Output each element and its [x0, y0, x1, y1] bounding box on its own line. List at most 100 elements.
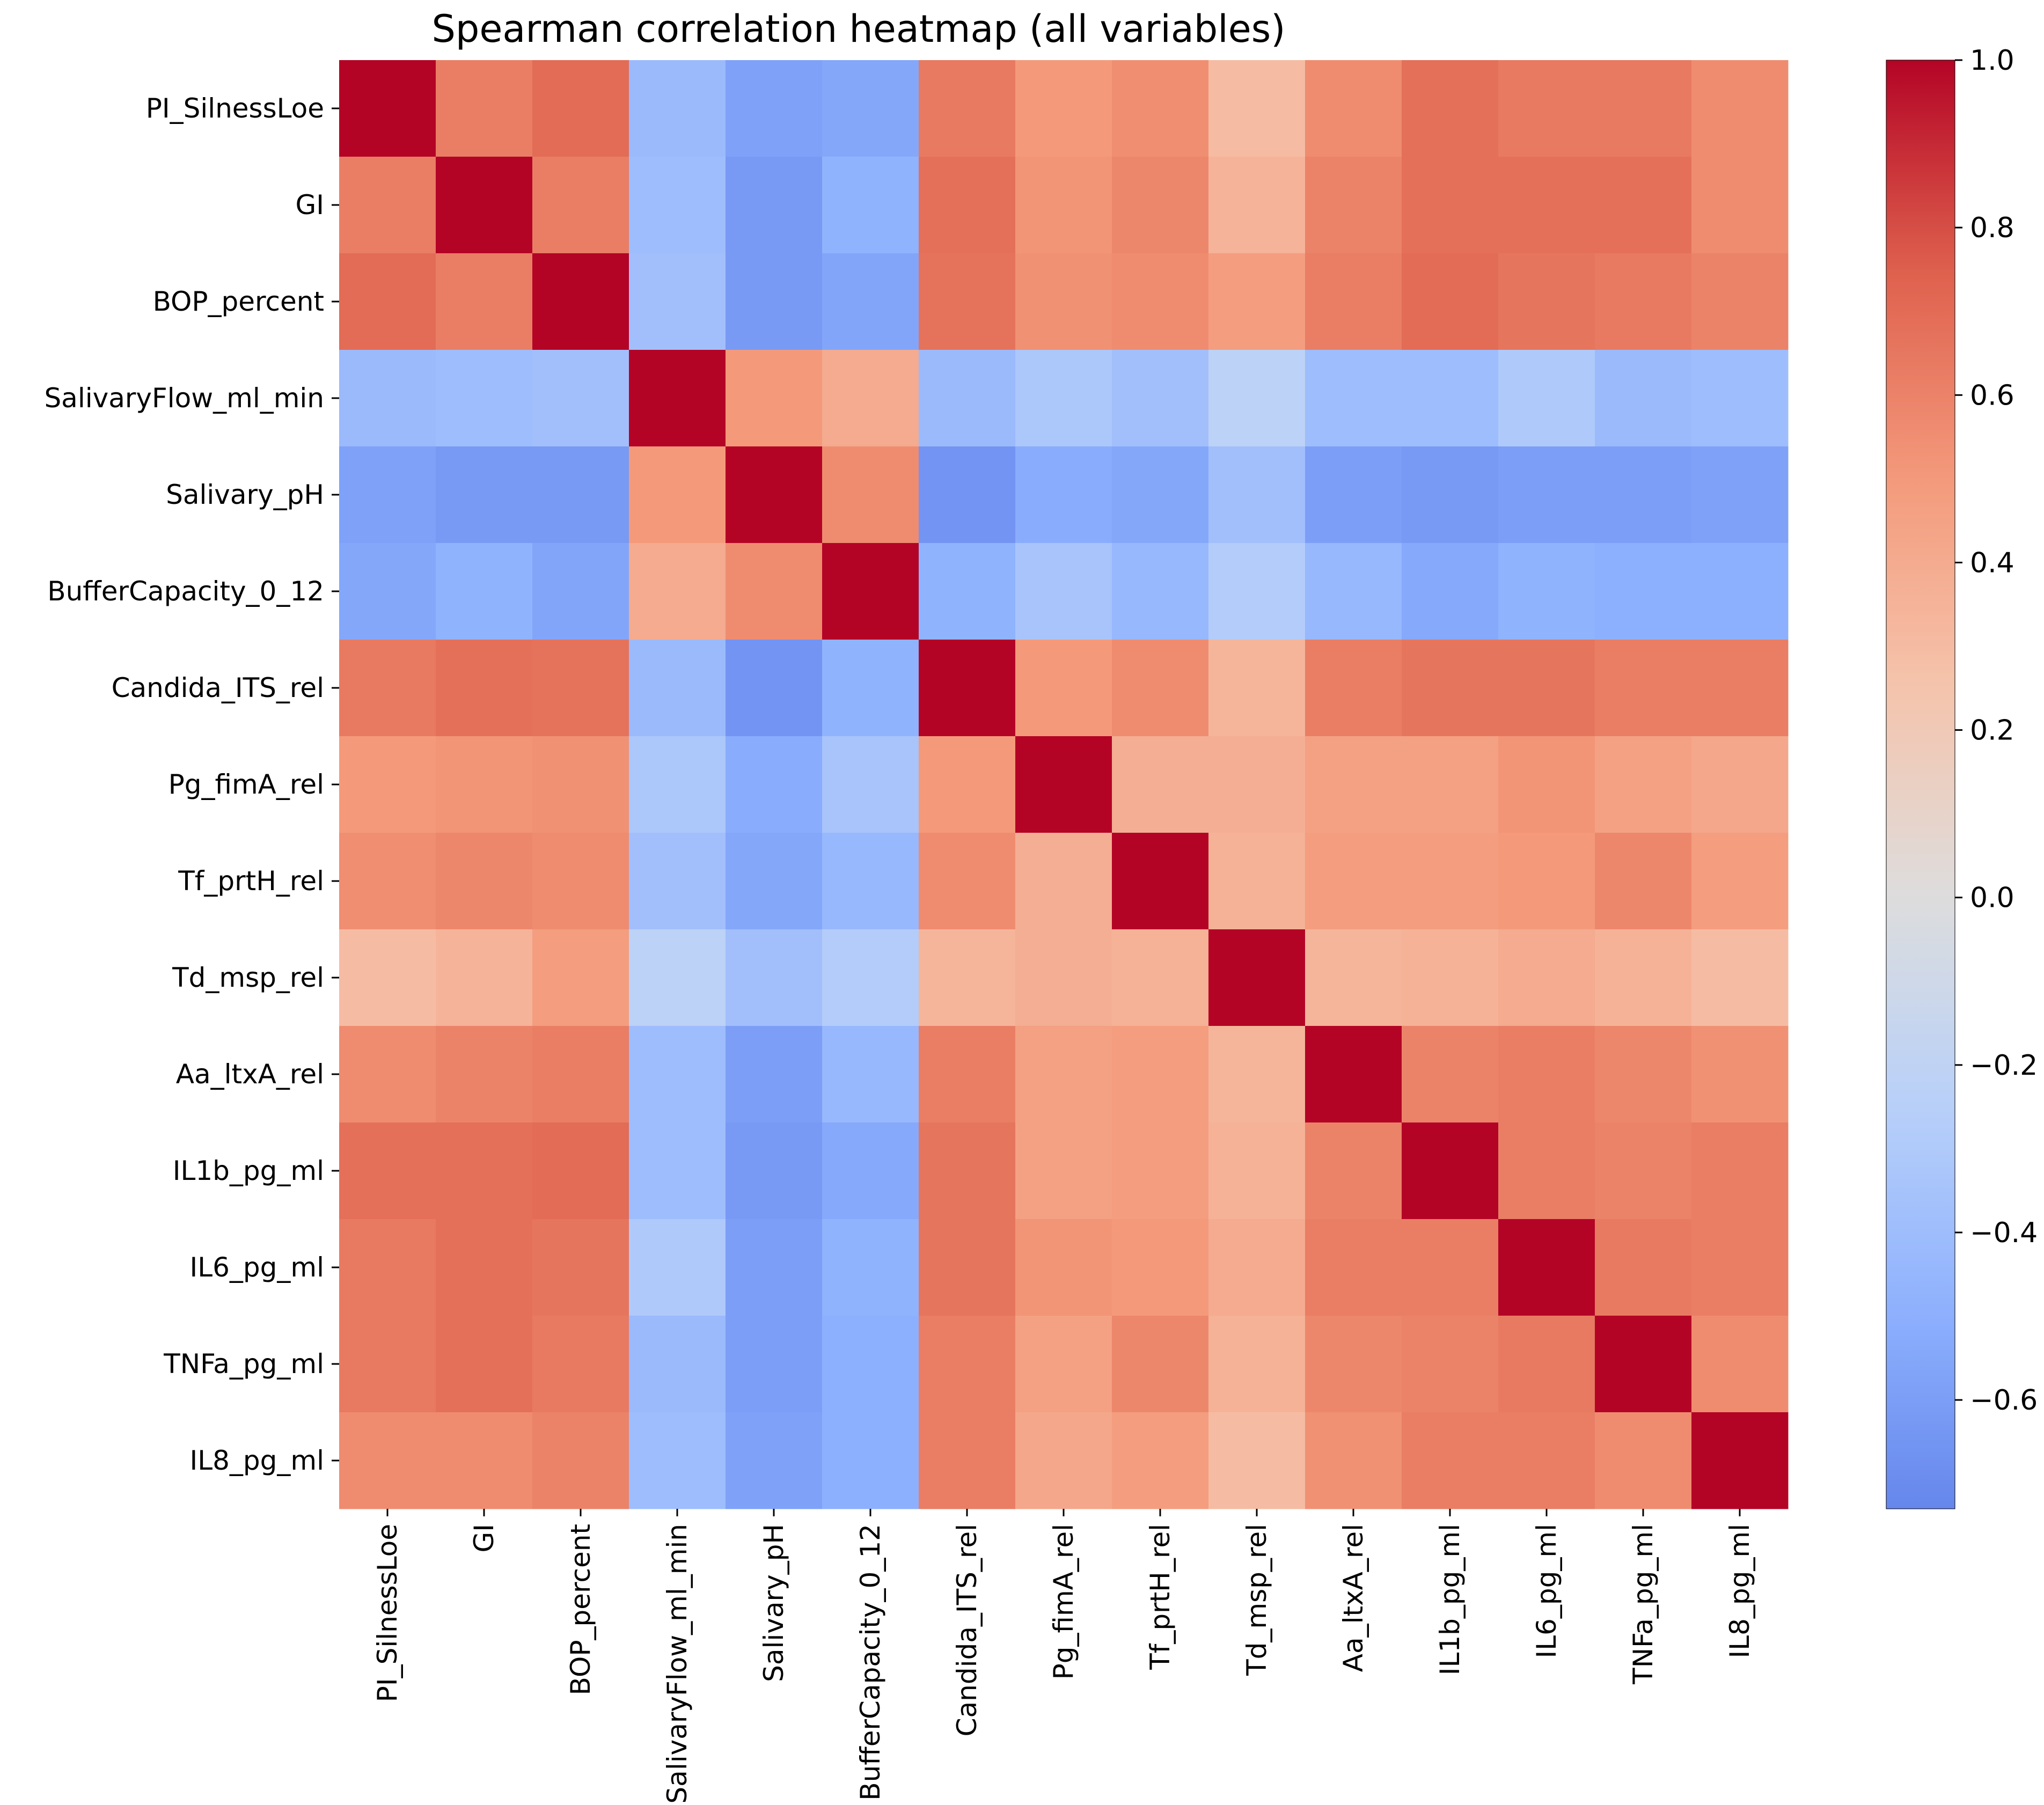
y-tick-label: Pg_fimA_rel [168, 769, 324, 800]
heatmap-cell [339, 543, 436, 640]
heatmap-cell [1015, 446, 1112, 544]
x-tick-label: Aa_ltxA_rel [1338, 1524, 1369, 1672]
colorbar-tick-label: 0.8 [1970, 212, 2014, 244]
y-tick-label: Candida_ITS_rel [112, 672, 324, 703]
heatmap-cell [1402, 929, 1499, 1026]
heatmap-cell [1691, 157, 1789, 254]
heatmap-cell [1305, 1219, 1402, 1316]
heatmap-cell [629, 60, 726, 157]
heatmap-cell [436, 60, 533, 157]
heatmap-cell [1305, 833, 1402, 930]
heatmap-cell [919, 350, 1016, 447]
heatmap-cell [822, 640, 919, 737]
y-tick-label: TNFa_pg_ml [163, 1348, 324, 1380]
heatmap-cell [1208, 736, 1306, 833]
heatmap-cell [1691, 640, 1789, 737]
heatmap-cell [436, 929, 533, 1026]
heatmap-cell [436, 446, 533, 544]
heatmap-cell [822, 157, 919, 254]
heatmap-cell [436, 833, 533, 930]
heatmap-cell [1305, 640, 1402, 737]
heatmap-cell [726, 1122, 823, 1220]
colorbar-tick-label: −0.4 [1970, 1217, 2038, 1249]
heatmap-cell [1208, 929, 1306, 1026]
heatmap-cell [1498, 640, 1595, 737]
heatmap-cell [1402, 253, 1499, 350]
heatmap-cell [1305, 1026, 1402, 1123]
heatmap-cell [532, 929, 629, 1026]
heatmap-cell [1498, 253, 1595, 350]
heatmap-cell [1208, 1219, 1306, 1316]
heatmap-cell [1112, 253, 1209, 350]
heatmap-cell [629, 157, 726, 254]
colorbar-tick-label: 0.2 [1970, 715, 2014, 747]
heatmap-cell [726, 157, 823, 254]
heatmap-cell [1305, 929, 1402, 1026]
y-tick-label: Tf_prtH_rel [178, 865, 324, 897]
heatmap-cell [436, 640, 533, 737]
heatmap-cell [532, 157, 629, 254]
heatmap-cell [919, 1412, 1016, 1509]
heatmap-cell [1498, 833, 1595, 930]
heatmap-cell [1112, 736, 1209, 833]
heatmap-cell [1015, 543, 1112, 640]
heatmap-cell [339, 1219, 436, 1316]
heatmap-cell [1208, 253, 1306, 350]
heatmap-cell [726, 833, 823, 930]
heatmap-cell [629, 253, 726, 350]
heatmap-cell [1112, 640, 1209, 737]
heatmap-cell [1112, 543, 1209, 640]
heatmap-cell [436, 157, 533, 254]
heatmap-cell [1691, 446, 1789, 544]
heatmap-cell [339, 1316, 436, 1413]
heatmap-cell [1498, 929, 1595, 1026]
chart-title: Spearman correlation heatmap (all variab… [432, 7, 1286, 51]
heatmap-cell [919, 1122, 1016, 1220]
heatmap-cell [532, 60, 629, 157]
colorbar-gradient [1886, 60, 1955, 1509]
heatmap-cell [436, 736, 533, 833]
heatmap-cell [1402, 60, 1499, 157]
heatmap-cell [1691, 1026, 1789, 1123]
heatmap-cell [1112, 833, 1209, 930]
heatmap-cell [1498, 1219, 1595, 1316]
heatmap-cell [1402, 640, 1499, 737]
heatmap-cell [1112, 1122, 1209, 1220]
heatmap-cell [726, 350, 823, 447]
heatmap-cell [1305, 1316, 1402, 1413]
heatmap-cell [1402, 350, 1499, 447]
heatmap-cell [1402, 157, 1499, 254]
heatmap-cell [1112, 1026, 1209, 1123]
heatmap-cell [532, 1412, 629, 1509]
heatmap-cell [532, 1316, 629, 1413]
heatmap-cell [532, 1122, 629, 1220]
heatmap-cell [822, 833, 919, 930]
heatmap-cell [1691, 60, 1789, 157]
heatmap-cell [1691, 833, 1789, 930]
heatmap-cell [1015, 1316, 1112, 1413]
heatmap-cell [1402, 736, 1499, 833]
heatmap-cell [1595, 1316, 1692, 1413]
heatmap-cells [339, 60, 1789, 1509]
colorbar-tick-label: −0.2 [1970, 1050, 2038, 1082]
heatmap-cell [1498, 1122, 1595, 1220]
heatmap-cell [1402, 446, 1499, 544]
heatmap-cell [339, 446, 436, 544]
heatmap-cell [629, 350, 726, 447]
heatmap-cell [1498, 350, 1595, 447]
heatmap-cell [1498, 1026, 1595, 1123]
heatmap-cell [532, 736, 629, 833]
heatmap-cell [532, 350, 629, 447]
heatmap-cell [1595, 929, 1692, 1026]
heatmap-cell [822, 350, 919, 447]
heatmap-cell [1595, 157, 1692, 254]
heatmap-cell [726, 253, 823, 350]
heatmap-cell [1112, 929, 1209, 1026]
heatmap-cell [629, 833, 726, 930]
heatmap-cell [919, 1026, 1016, 1123]
heatmap-cell [1305, 60, 1402, 157]
heatmap-cell [1498, 157, 1595, 254]
heatmap-cell [726, 543, 823, 640]
heatmap-cell [629, 736, 726, 833]
heatmap-cell [339, 736, 436, 833]
